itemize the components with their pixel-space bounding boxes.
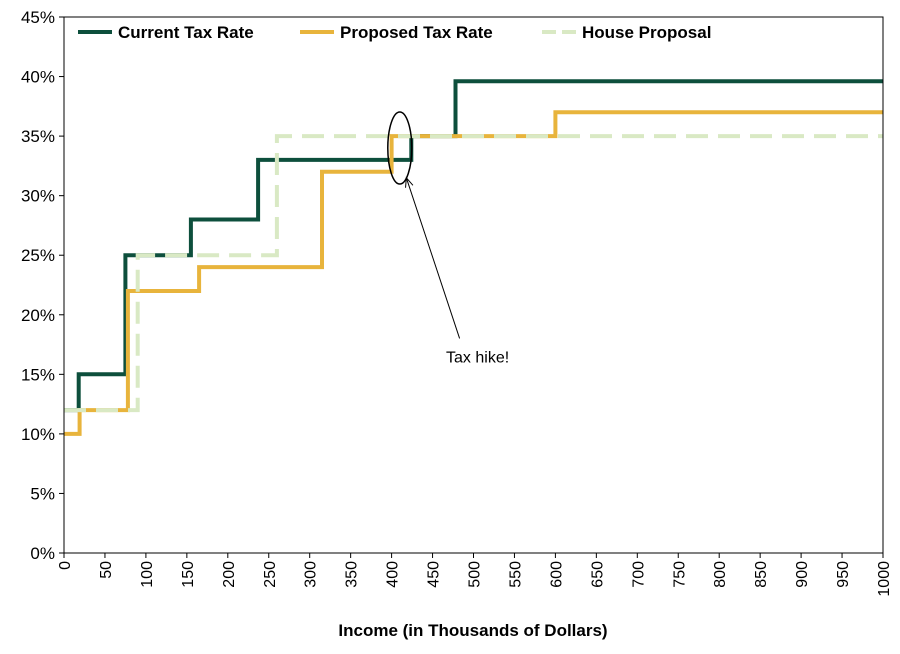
series-line-3	[64, 134, 883, 413]
x-tick-label: 150	[180, 561, 197, 588]
y-tick-label: 40%	[21, 68, 55, 87]
x-tick-label: 650	[589, 561, 606, 588]
axes	[63, 16, 884, 554]
x-tick-label: 700	[630, 561, 647, 588]
x-tick-label: 400	[385, 561, 402, 588]
x-tick-label: 900	[794, 561, 811, 588]
x-tick-label: 100	[139, 561, 156, 588]
y-tick-label: 0%	[30, 544, 55, 563]
legend-label: Current Tax Rate	[118, 23, 254, 42]
y-tick-label: 45%	[21, 8, 55, 27]
annotation: Tax hike!	[387, 111, 509, 366]
series-line-2	[64, 110, 883, 436]
annotation-arrow	[405, 177, 461, 339]
y-tick-label: 20%	[21, 306, 55, 325]
y-tick-label: 10%	[21, 425, 55, 444]
legend-label: House Proposal	[582, 23, 711, 42]
x-tick-label: 0	[57, 561, 74, 570]
series-layer	[64, 79, 883, 436]
x-tick-label: 800	[712, 561, 729, 588]
y-tick-label: 30%	[21, 187, 55, 206]
y-axis-ticks: 0% 5% 10% 15% 20% 25% 30% 35% 40% 45%	[21, 8, 64, 563]
y-tick-label: 25%	[21, 246, 55, 265]
x-tick-label: 250	[262, 561, 279, 588]
x-tick-label: 850	[753, 561, 770, 588]
x-tick-label: 450	[426, 561, 443, 588]
legend-label: Proposed Tax Rate	[340, 23, 493, 42]
x-tick-label: 300	[303, 561, 320, 588]
x-tick-label: 500	[467, 561, 484, 588]
y-tick-label: 5%	[30, 484, 55, 503]
highlight-ellipse	[387, 111, 413, 185]
arrow-head	[405, 176, 414, 188]
x-tick-label: 950	[835, 561, 852, 588]
x-tick-label: 350	[344, 561, 361, 588]
legend: Current Tax Rate Proposed Tax Rate House P…	[78, 23, 711, 42]
plot-frame	[63, 16, 884, 554]
x-tick-label: 1000	[876, 561, 893, 597]
x-tick-label: 750	[671, 561, 688, 588]
x-tick-label: 600	[548, 561, 565, 588]
x-tick-label: 550	[507, 561, 524, 588]
x-axis-ticks: 0 50 100 150 200 250 300 350 400 450 500 550 600 650 7…	[57, 553, 893, 597]
x-tick-label: 50	[98, 561, 115, 579]
annotation-text: Tax hike!	[446, 349, 509, 366]
y-tick-label: 35%	[21, 127, 55, 146]
x-tick-label: 200	[221, 561, 238, 588]
x-axis-title: Income (in Thousands of Dollars)	[338, 621, 607, 640]
y-tick-label: 15%	[21, 365, 55, 384]
